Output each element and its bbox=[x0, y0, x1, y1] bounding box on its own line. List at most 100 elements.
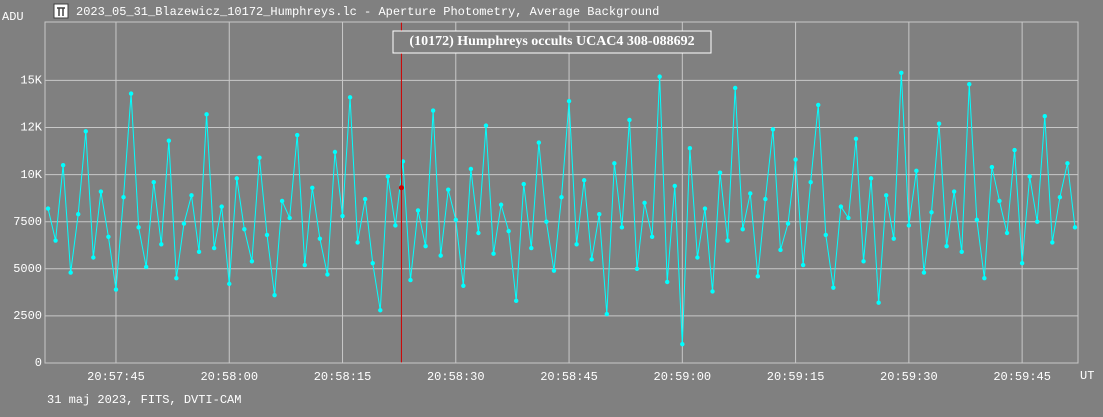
data-point bbox=[438, 253, 443, 258]
data-point bbox=[891, 236, 896, 241]
data-point bbox=[680, 341, 685, 347]
x-tick-label: 20:59:30 bbox=[880, 370, 938, 384]
data-point bbox=[936, 121, 942, 126]
data-point bbox=[159, 242, 164, 247]
data-point bbox=[853, 136, 859, 142]
event-point bbox=[398, 185, 404, 191]
x-tick-label: 20:58:45 bbox=[540, 370, 598, 384]
data-point bbox=[483, 123, 489, 128]
data-point bbox=[91, 255, 96, 260]
data-point bbox=[491, 251, 496, 256]
data-point bbox=[461, 283, 466, 288]
data-point bbox=[944, 243, 949, 249]
x-tick-label: 20:59:00 bbox=[654, 370, 712, 384]
data-point bbox=[423, 243, 428, 249]
data-point bbox=[785, 221, 791, 226]
data-point bbox=[355, 240, 360, 245]
y-tick-label: 5000 bbox=[13, 262, 42, 276]
data-point bbox=[408, 277, 413, 283]
x-tick-label: 20:59:15 bbox=[767, 370, 825, 384]
data-point bbox=[657, 74, 662, 79]
y-tick-label: 15K bbox=[20, 74, 42, 88]
data-point bbox=[340, 213, 345, 219]
data-point bbox=[1004, 230, 1010, 236]
data-point bbox=[498, 202, 504, 207]
data-point bbox=[211, 245, 217, 251]
data-point bbox=[665, 279, 670, 285]
data-point bbox=[982, 276, 987, 281]
data-point bbox=[831, 285, 836, 290]
chart-title: (10172) Humphreys occults UCAC4 308-0886… bbox=[409, 34, 694, 49]
data-point bbox=[249, 259, 255, 264]
data-point bbox=[136, 225, 141, 230]
x-tick-label: 20:59:45 bbox=[993, 370, 1051, 384]
data-point bbox=[725, 238, 730, 243]
data-point bbox=[257, 155, 262, 160]
data-point bbox=[521, 181, 526, 187]
data-point bbox=[755, 274, 761, 279]
data-point bbox=[778, 247, 783, 253]
data-point bbox=[468, 166, 474, 172]
data-point bbox=[951, 189, 957, 194]
data-point bbox=[1035, 219, 1040, 224]
data-point bbox=[702, 206, 708, 211]
data-point bbox=[748, 191, 753, 196]
data-point bbox=[914, 168, 919, 174]
data-point bbox=[242, 227, 247, 232]
title-box bbox=[392, 30, 712, 54]
data-point bbox=[317, 236, 323, 241]
data-point bbox=[861, 259, 866, 264]
data-point bbox=[529, 245, 534, 251]
data-point bbox=[559, 195, 564, 200]
data-point bbox=[1019, 260, 1025, 266]
footer: 31 maj 2023, FITS, DVTI-CAM bbox=[47, 393, 241, 407]
data-point bbox=[181, 221, 187, 226]
data-point bbox=[506, 228, 511, 234]
data-point bbox=[279, 198, 285, 204]
data-point bbox=[634, 266, 640, 272]
data-point bbox=[1057, 195, 1063, 200]
app-icon bbox=[53, 3, 69, 19]
data-point bbox=[264, 232, 270, 238]
data-point bbox=[612, 161, 617, 166]
data-point bbox=[227, 281, 232, 287]
data-point bbox=[272, 292, 277, 298]
data-point bbox=[189, 193, 194, 198]
data-point bbox=[649, 234, 655, 239]
data-point bbox=[929, 210, 934, 215]
data-point bbox=[446, 187, 451, 192]
y-tick-label: 12K bbox=[20, 121, 42, 135]
data-point bbox=[959, 249, 964, 255]
data-point bbox=[589, 257, 594, 262]
data-point bbox=[838, 204, 844, 209]
data-point bbox=[740, 227, 745, 232]
data-point bbox=[204, 112, 209, 117]
data-point bbox=[574, 242, 579, 247]
data-point bbox=[770, 127, 776, 132]
data-point bbox=[1072, 225, 1078, 230]
data-point bbox=[597, 211, 602, 217]
data-point bbox=[1065, 161, 1070, 166]
data-point bbox=[98, 189, 104, 194]
data-point bbox=[793, 157, 798, 162]
data-point bbox=[763, 196, 768, 202]
data-point bbox=[332, 149, 338, 155]
data-point bbox=[816, 102, 821, 108]
y-tick-label: 2500 bbox=[13, 309, 42, 323]
data-point bbox=[906, 223, 912, 228]
data-point bbox=[166, 138, 172, 143]
data-point bbox=[113, 287, 119, 292]
data-point bbox=[876, 300, 881, 305]
data-point bbox=[476, 230, 481, 236]
x-tick-label: 20:58:00 bbox=[200, 370, 258, 384]
data-point bbox=[732, 85, 738, 91]
data-point bbox=[868, 176, 874, 181]
data-point bbox=[1012, 147, 1017, 153]
data-point bbox=[325, 272, 330, 277]
data-point bbox=[106, 234, 111, 239]
y-axis-label: ADU bbox=[2, 10, 24, 24]
data-point bbox=[989, 164, 995, 170]
data-point bbox=[823, 232, 828, 238]
data-point bbox=[68, 270, 73, 275]
